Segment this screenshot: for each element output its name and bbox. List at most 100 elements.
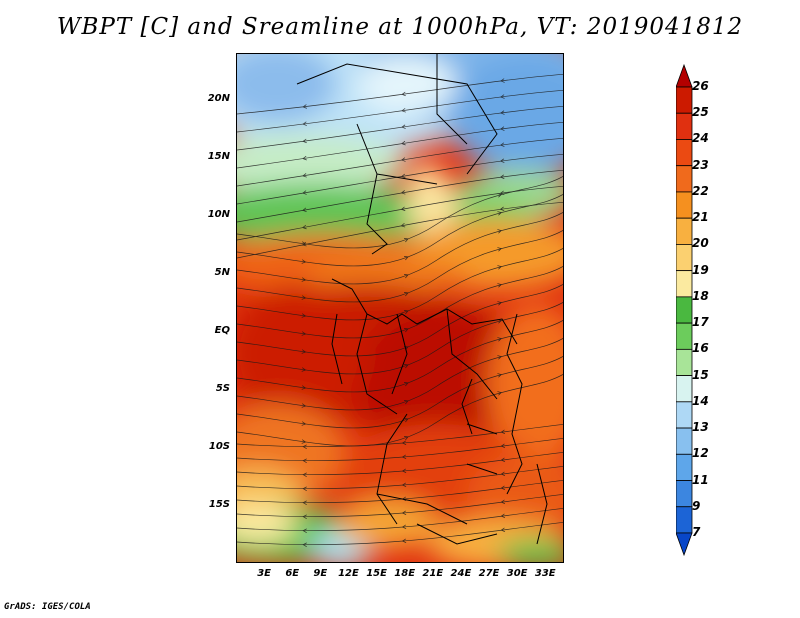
lon-label-18e: 18E [394, 568, 416, 579]
colorbar-label: 23 [692, 157, 709, 172]
lat-label-5n: 5N [214, 267, 230, 279]
streamline [237, 175, 563, 249]
lon-label-9e: 9E [313, 568, 328, 579]
streamline [237, 105, 563, 151]
lat-label-eq: EQ [214, 325, 230, 337]
colorbar-segment [676, 296, 693, 324]
streamline [237, 121, 563, 169]
colorbar-label: 12 [692, 446, 709, 461]
colorbar-segment [676, 112, 693, 140]
colorbar-segment [676, 401, 693, 429]
colorbar-label: 21 [692, 210, 709, 225]
streamline [237, 229, 563, 303]
streamline-arrow [500, 471, 506, 476]
colorbar-segment [676, 165, 693, 193]
streamline-arrow [301, 313, 307, 318]
colorbar-segment [676, 86, 693, 114]
colorbar-label: 25 [692, 105, 709, 120]
streamline-arrow [497, 265, 503, 270]
credit-text: GrADS: IGES/COLA [4, 602, 91, 612]
streamline-arrow [302, 173, 307, 178]
colorbar-segment [676, 453, 693, 481]
colorbar-label: 15 [692, 367, 709, 382]
streamline-arrow [497, 247, 503, 252]
colorbar-label: 18 [692, 288, 709, 303]
streamline-arrow [500, 457, 506, 462]
streamline [237, 319, 563, 393]
lon-label-3e: 3E [257, 568, 271, 579]
streamline [237, 522, 563, 546]
streamline-arrow [500, 513, 506, 518]
streamline-arrow [401, 108, 406, 113]
streamline-arrow [403, 310, 409, 315]
streamline-arrow [401, 440, 407, 446]
streamline-arrow [301, 349, 307, 354]
streamline-arrow [302, 121, 307, 126]
streamline-arrow [500, 485, 506, 490]
lon-label-24e: 24E [450, 568, 472, 579]
streamline-arrow [301, 421, 307, 426]
colorbar-label: 14 [692, 393, 709, 408]
streamline-arrow [401, 538, 407, 544]
streamline-arrow [403, 400, 409, 405]
streamline-arrow [302, 472, 307, 477]
colorbar-segment [676, 244, 693, 272]
colorbar-segment [676, 139, 693, 167]
wbpt-streamline-map [237, 54, 563, 562]
streamline-arrow [302, 190, 307, 195]
colorbar-label: 7 [692, 525, 701, 539]
streamline-arrow [302, 138, 307, 144]
streamline-arrow [401, 524, 407, 530]
streamline-arrow [497, 283, 503, 288]
streamline [237, 438, 563, 462]
streamline-arrow [403, 328, 409, 333]
streamline-arrow [301, 385, 307, 390]
streamline-arrow [401, 454, 407, 460]
streamline-arrow [499, 158, 505, 163]
colorbar-label: 19 [692, 262, 709, 277]
colorbar-segment [676, 480, 693, 508]
streamline-arrow [302, 104, 307, 109]
streamline-arrow [497, 301, 503, 306]
streamline-arrow [497, 373, 503, 378]
colorbar-label: 20 [692, 236, 709, 251]
colorbar-label: 24 [692, 131, 709, 146]
streamline [237, 185, 563, 241]
colorbar-segment [676, 63, 693, 88]
streamline-arrow [403, 256, 409, 261]
streamline-arrow [497, 193, 503, 198]
streamline-arrow [302, 542, 307, 547]
colorbar-label: 16 [692, 341, 709, 356]
colorbar-segment [676, 506, 693, 534]
streamline-arrow [500, 126, 505, 131]
streamline-arrow [499, 190, 505, 195]
streamline-arrow [403, 238, 409, 243]
streamline-arrow [401, 482, 407, 488]
lon-label-12e: 12E [338, 568, 359, 579]
colorbar-segment [676, 270, 693, 298]
country-borders [296, 54, 548, 545]
streamline-arrow [403, 274, 409, 279]
streamline-arrow [497, 355, 503, 360]
streamline-arrow [401, 140, 406, 146]
streamline-arrow [403, 364, 409, 369]
streamlines [237, 73, 563, 547]
streamline-arrow [403, 292, 409, 297]
streamline-arrow [500, 110, 505, 115]
streamline-arrow [400, 223, 406, 228]
streamline-arrow [400, 190, 406, 195]
colorbar-label: 13 [692, 420, 709, 435]
streamline-arrow [401, 468, 407, 474]
streamline-arrow [301, 277, 307, 282]
colorbar-label: 26 [692, 79, 709, 93]
streamline-arrow [500, 527, 506, 532]
colorbar-segment [676, 427, 693, 455]
colorbar-label: 9 [692, 498, 701, 513]
streamline-arrow [401, 157, 406, 162]
colorbar-segment [676, 532, 693, 557]
streamline-arrow [499, 142, 505, 147]
lon-label-30e: 30E [506, 568, 528, 579]
map-title: WBPT [C] and Sreamline at 1000hPa, VT: 2… [56, 14, 744, 40]
streamline [237, 169, 563, 223]
streamline-arrow [401, 510, 407, 516]
